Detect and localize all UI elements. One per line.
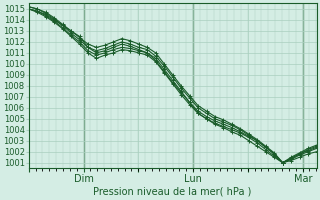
X-axis label: Pression niveau de la mer( hPa ): Pression niveau de la mer( hPa ) (93, 187, 252, 197)
